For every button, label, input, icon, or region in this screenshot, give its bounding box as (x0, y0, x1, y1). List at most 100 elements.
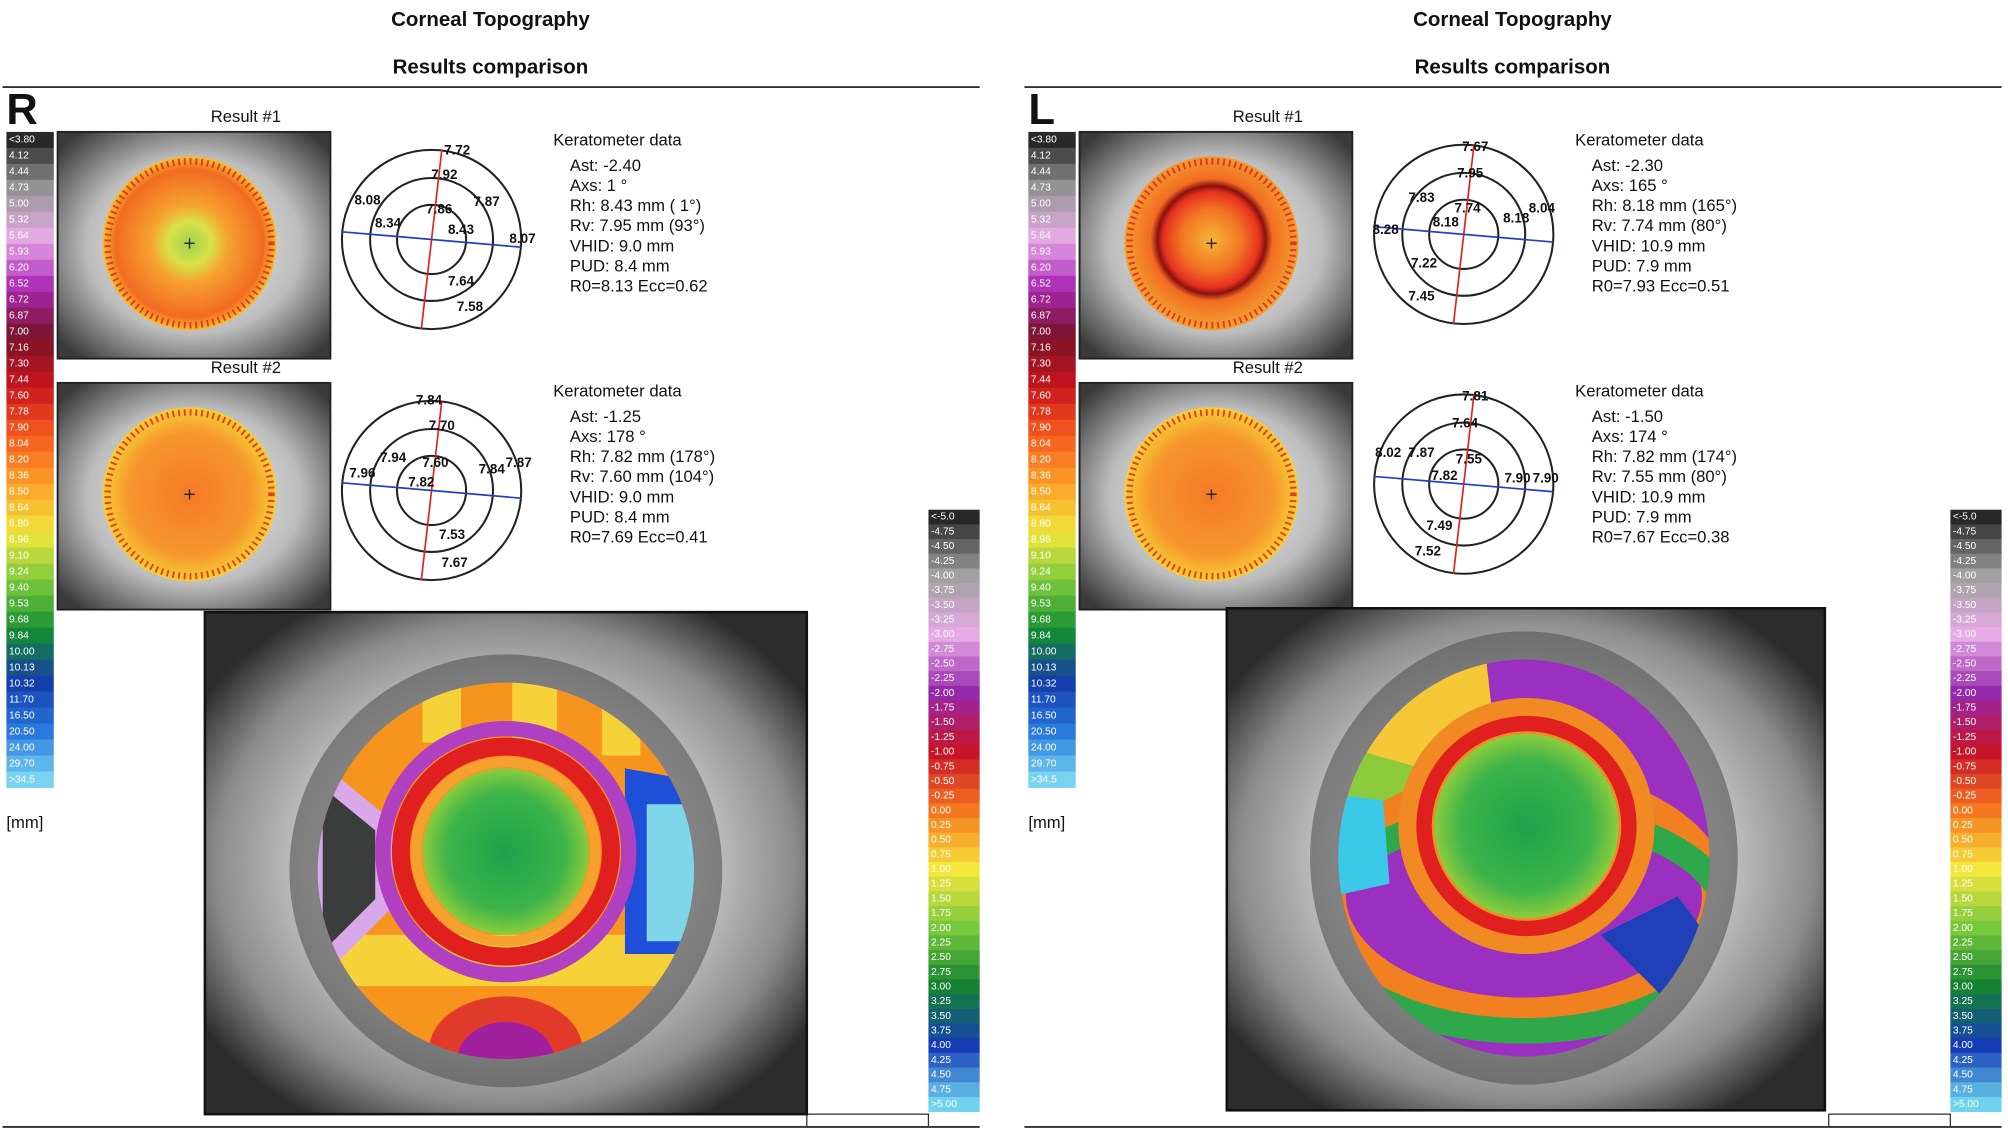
ring-value: 8.18 (1503, 211, 1530, 226)
ring-value: 7.92 (431, 167, 457, 182)
scale-label: 1.50 (931, 893, 951, 904)
scale-label: >34.5 (9, 774, 35, 785)
scale-cell (6, 355, 54, 373)
scale-label: -2.50 (1953, 659, 1977, 670)
scale-cell (1028, 483, 1076, 501)
scale-label: 9.40 (1031, 582, 1051, 593)
map-region (646, 804, 695, 942)
scale-cell (1950, 979, 2002, 995)
keratometer-line: VHID: 10.9 mm (1592, 487, 1706, 506)
scale-label: -2.75 (931, 644, 955, 655)
map-center (422, 768, 590, 935)
ring-value: 7.58 (457, 299, 484, 314)
scale-label: -1.50 (931, 717, 955, 728)
scale-cell (1950, 817, 2002, 834)
scale-label: -3.00 (931, 629, 955, 640)
scale-cell (1950, 715, 2002, 731)
scale-label: <3.80 (1031, 135, 1057, 146)
unit-label: [mm] (6, 813, 43, 832)
scale-label: 7.44 (1031, 374, 1051, 385)
keratometer-line: VHID: 9.0 mm (570, 487, 674, 506)
scale-label: -2.25 (1953, 673, 1977, 684)
subtitle: Results comparison (1415, 55, 1611, 78)
scale-cell (1950, 906, 2002, 922)
scale-label: 9.40 (9, 582, 29, 593)
scale-cell (6, 691, 54, 709)
scale-label: 16.50 (9, 710, 35, 721)
scale-label: 9.84 (1031, 630, 1051, 641)
ring-value: 7.81 (1462, 389, 1489, 404)
scale-cell (6, 387, 54, 405)
scale-cell (6, 131, 54, 149)
scale-cell (1950, 744, 2002, 760)
ring-value: 7.45 (1408, 289, 1435, 304)
scale-label: -2.75 (1953, 644, 1977, 655)
scale-label: -2.25 (931, 673, 955, 684)
scale-cell (6, 147, 54, 165)
scale-cell (1028, 627, 1076, 645)
scale-cell (928, 612, 980, 628)
scale-label: 0.75 (931, 849, 951, 860)
ring-value: 7.82 (1431, 468, 1457, 483)
scale-cell (1028, 451, 1076, 469)
scale-cell (6, 339, 54, 357)
ring-value: 8.43 (448, 222, 474, 237)
footer-box (1828, 1113, 1952, 1128)
scale-label: 1.25 (931, 879, 951, 890)
scale-label: 8.80 (1031, 518, 1051, 529)
scale-label: 3.75 (1953, 1026, 1973, 1037)
scale-label: 4.44 (9, 167, 29, 178)
scale-label: 7.00 (9, 327, 29, 338)
scale-cell (1950, 671, 2002, 687)
keratometer-line: Ast: -1.50 (1592, 407, 1663, 426)
ring-value: 7.72 (444, 143, 470, 158)
scale-label: 3.00 (931, 981, 951, 992)
scale-label: 4.12 (9, 151, 29, 162)
ring-value: 7.84 (479, 462, 506, 477)
keratometer-line: Rv: 7.60 mm (104°) (570, 467, 714, 486)
scale-cell (928, 817, 980, 834)
scale-label: -3.25 (1953, 614, 1977, 625)
scale-label: 8.64 (1031, 502, 1051, 513)
scale-cell (1950, 964, 2002, 980)
scale-label: 2.75 (1953, 967, 1973, 978)
scale-cell (6, 547, 54, 565)
scale-label: -1.00 (931, 747, 955, 758)
scale-label: 5.32 (1031, 215, 1051, 226)
scale-label: -4.00 (931, 570, 955, 581)
scale-cell (1028, 307, 1076, 325)
scale-label: 7.44 (9, 374, 29, 385)
scale-label: 7.60 (1031, 390, 1051, 401)
keratometer-line: R0=7.67 Ecc=0.38 (1592, 528, 1730, 547)
scale-label: 5.64 (1031, 231, 1051, 242)
result-label: Result #1 (1233, 107, 1303, 126)
ring-value: 7.83 (1408, 190, 1434, 205)
scale-label: -2.50 (931, 659, 955, 670)
difference-map (1338, 659, 1710, 1057)
scale-label: 9.24 (9, 566, 29, 577)
scale-cell (1028, 195, 1076, 213)
scale-label: 9.53 (1031, 598, 1051, 609)
ring (1428, 198, 1500, 270)
ring-value: 7.95 (1457, 166, 1484, 181)
keratometer-line: R0=7.69 Ecc=0.41 (570, 528, 708, 547)
scale-label: -1.25 (931, 732, 955, 743)
scale-label: 4.25 (931, 1055, 951, 1066)
keratometer-line: Axs: 165 ° (1592, 176, 1668, 195)
ring-value: 8.28 (1373, 222, 1400, 237)
scale-cell (1028, 659, 1076, 677)
scale-label: 24.00 (1031, 742, 1057, 753)
scale-cell (928, 920, 980, 936)
scale-label: 2.50 (1953, 952, 1973, 963)
scale-cell (928, 685, 980, 701)
scale-cell (928, 729, 980, 745)
scale-label: 4.73 (9, 183, 29, 194)
scale-label: 2.50 (931, 952, 951, 963)
ring-value: 7.90 (1504, 471, 1530, 486)
ring-value: 7.84 (416, 392, 443, 407)
map-region (1338, 793, 1390, 897)
scale-label: 4.75 (1953, 1084, 1973, 1095)
scale-cell (1028, 163, 1076, 181)
scale-label: -4.00 (1953, 570, 1977, 581)
scale-cell (1950, 759, 2002, 775)
